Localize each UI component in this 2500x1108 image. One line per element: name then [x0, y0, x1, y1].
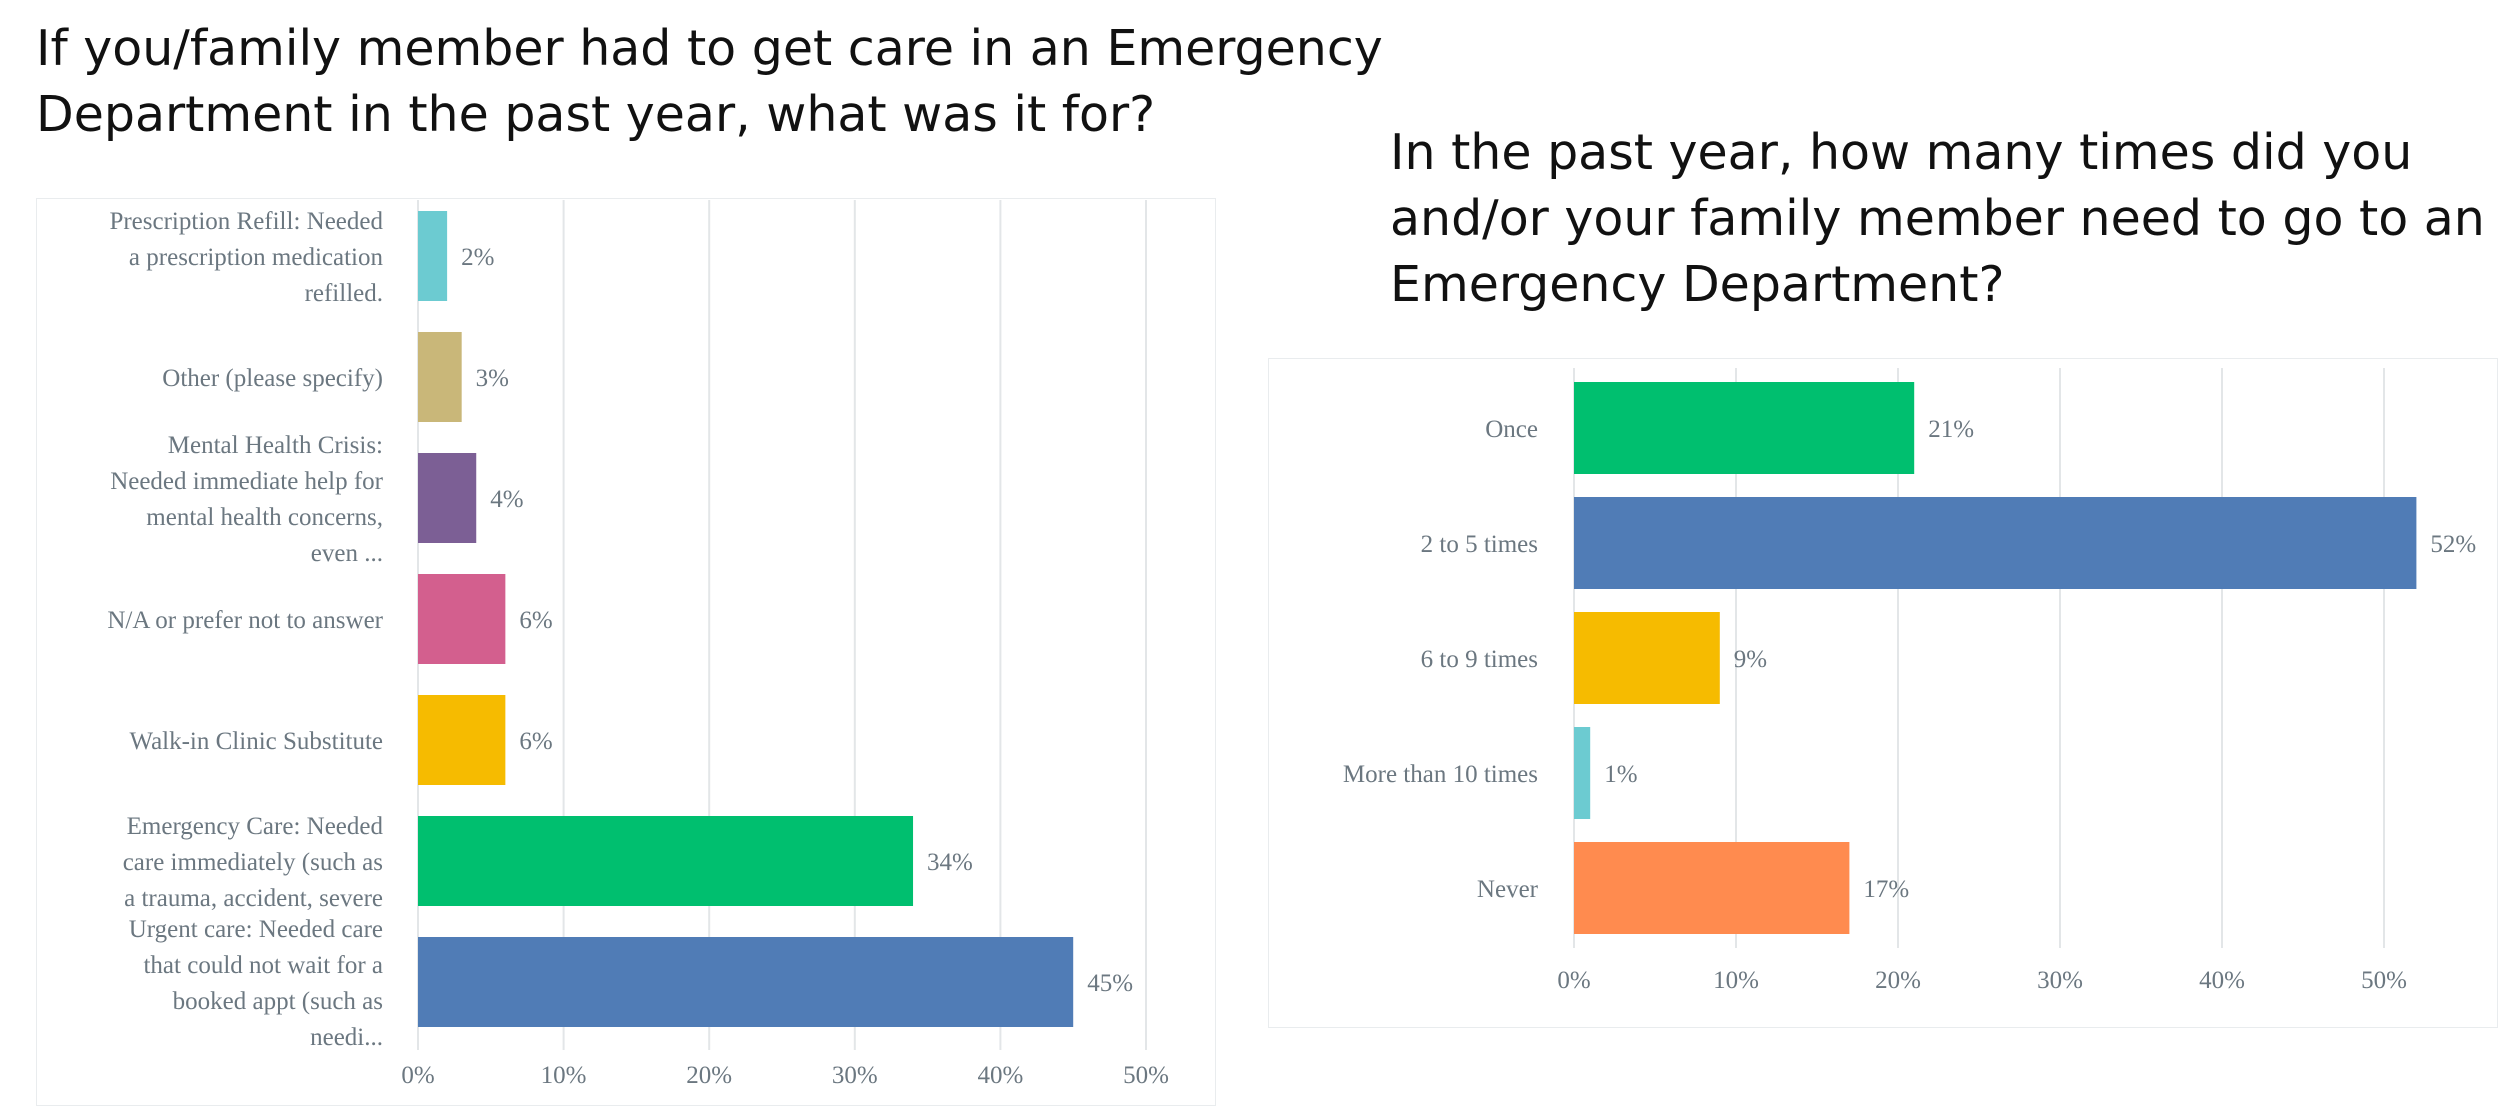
- left-chart-value-label: 6%: [519, 607, 552, 634]
- right-chart-category-label: More than 10 times: [1343, 761, 1538, 788]
- chart-title-right: In the past year, how many times did you…: [1390, 120, 2485, 318]
- left-chart-category-label-line: care immediately (such as: [123, 849, 383, 876]
- right-chart-tick-label: 50%: [2361, 967, 2407, 994]
- left-chart-category-label-line: Needed immediate help for: [110, 468, 383, 495]
- right-chart-bar[interactable]: [1574, 842, 1850, 934]
- left-chart-value-label: 4%: [490, 486, 523, 513]
- right-chart-bar[interactable]: [1574, 727, 1591, 819]
- right-chart-tick-label: 0%: [1557, 967, 1590, 994]
- left-chart-bar[interactable]: [418, 574, 506, 664]
- left-chart-value-label: 2%: [461, 244, 494, 271]
- left-chart-tick-label: 20%: [686, 1062, 732, 1089]
- left-chart-category-label-line: refilled.: [305, 280, 383, 307]
- left-chart-category-label: Prescription Refill: Needed a prescriptio…: [109, 208, 383, 307]
- left-chart-value-label: 3%: [476, 365, 509, 392]
- right-chart-category-label: 6 to 9 times: [1421, 646, 1538, 673]
- chart-title-left-line-2: Department in the past year, what was it…: [36, 86, 1156, 143]
- chart-title-left-line-1: If you/family member had to get care in …: [36, 20, 1383, 77]
- right-chart-category-label-line: 6 to 9 times: [1421, 646, 1538, 673]
- left-chart-category-label: Mental Health Crisis: Needed immediate he…: [110, 432, 383, 567]
- left-chart-category-label-line: booked appt (such as: [173, 988, 383, 1015]
- left-chart-category-label: N/A or prefer not to answer: [107, 607, 383, 634]
- right-chart-value-label: 52%: [2430, 531, 2476, 558]
- left-chart-value-label: 34%: [927, 849, 973, 876]
- left-chart-category-label-line: Emergency Care: Needed: [127, 813, 384, 840]
- left-chart-category-label-line: a prescription medication: [129, 244, 384, 271]
- right-chart-tick-label: 30%: [2037, 967, 2083, 994]
- right-chart-category-label-line: Never: [1477, 876, 1539, 903]
- right-chart-value-label: 1%: [1604, 761, 1637, 788]
- left-chart-category-label-line: a trauma, accident, severe: [124, 885, 383, 912]
- right-chart-tick-label: 20%: [1875, 967, 1921, 994]
- left-chart-bar[interactable]: [418, 211, 448, 301]
- right-chart-bar[interactable]: [1574, 497, 2417, 589]
- right-chart-value-label: 17%: [1863, 876, 1909, 903]
- right-chart-category-label: 2 to 5 times: [1421, 531, 1538, 558]
- right-chart-bar[interactable]: [1574, 382, 1915, 474]
- right-chart-category-label-line: Once: [1485, 416, 1538, 443]
- left-chart-category-label: Urgent care: Needed care that could not w…: [129, 916, 383, 1051]
- left-chart-bar[interactable]: [418, 937, 1074, 1027]
- left-chart-tick-label: 0%: [401, 1062, 434, 1089]
- left-chart-bar[interactable]: [418, 695, 506, 785]
- chart-title-left: If you/family member had to get care in …: [36, 16, 1383, 148]
- right-chart-category-label: Never: [1477, 876, 1539, 903]
- right-chart-category-label-line: More than 10 times: [1343, 761, 1538, 788]
- right-chart-bar[interactable]: [1574, 612, 1720, 704]
- left-chart-tick-label: 30%: [832, 1062, 878, 1089]
- left-chart-tick-label: 10%: [541, 1062, 587, 1089]
- left-chart-category-label-line: Urgent care: Needed care: [129, 916, 383, 943]
- left-chart-category-label-line: N/A or prefer not to answer: [107, 607, 383, 634]
- left-chart-bar[interactable]: [418, 816, 914, 906]
- left-chart-category-label-line: mental health concerns,: [146, 504, 383, 531]
- left-chart-category-label: Emergency Care: Needed care immediately (…: [123, 813, 384, 912]
- left-chart-bar[interactable]: [418, 332, 462, 422]
- left-chart-category-label-line: Other (please specify): [162, 365, 383, 392]
- left-chart-category-label-line: Mental Health Crisis:: [168, 432, 383, 459]
- chart-title-right-line-3: Emergency Department?: [1390, 256, 2005, 313]
- left-chart-value-label: 45%: [1087, 970, 1133, 997]
- chart-title-right-line-1: In the past year, how many times did you: [1390, 124, 2413, 181]
- right-chart-value-label: 9%: [1734, 646, 1767, 673]
- left-chart-category-label-line: Walk-in Clinic Substitute: [129, 728, 383, 755]
- right-chart-value-label: 21%: [1928, 416, 1974, 443]
- right-chart-category-label: Once: [1485, 416, 1538, 443]
- left-chart-category-label-line: even ...: [311, 540, 383, 567]
- right-chart-tick-label: 40%: [2199, 967, 2245, 994]
- left-chart-tick-label: 50%: [1123, 1062, 1169, 1089]
- right-chart-tick-label: 10%: [1713, 967, 1759, 994]
- left-chart-category-label-line: that could not wait for a: [143, 952, 383, 979]
- left-chart-category-label: Walk-in Clinic Substitute: [129, 728, 383, 755]
- left-chart-category-label: Other (please specify): [162, 365, 383, 392]
- left-chart-bar[interactable]: [418, 453, 477, 543]
- left-chart-tick-label: 40%: [977, 1062, 1023, 1089]
- left-chart-category-label-line: Prescription Refill: Needed: [109, 208, 383, 235]
- chart-title-right-line-2: and/or your family member need to go to …: [1390, 190, 2485, 247]
- left-chart-value-label: 6%: [519, 728, 552, 755]
- right-chart-category-label-line: 2 to 5 times: [1421, 531, 1538, 558]
- left-chart-category-label-line: needi...: [310, 1024, 383, 1051]
